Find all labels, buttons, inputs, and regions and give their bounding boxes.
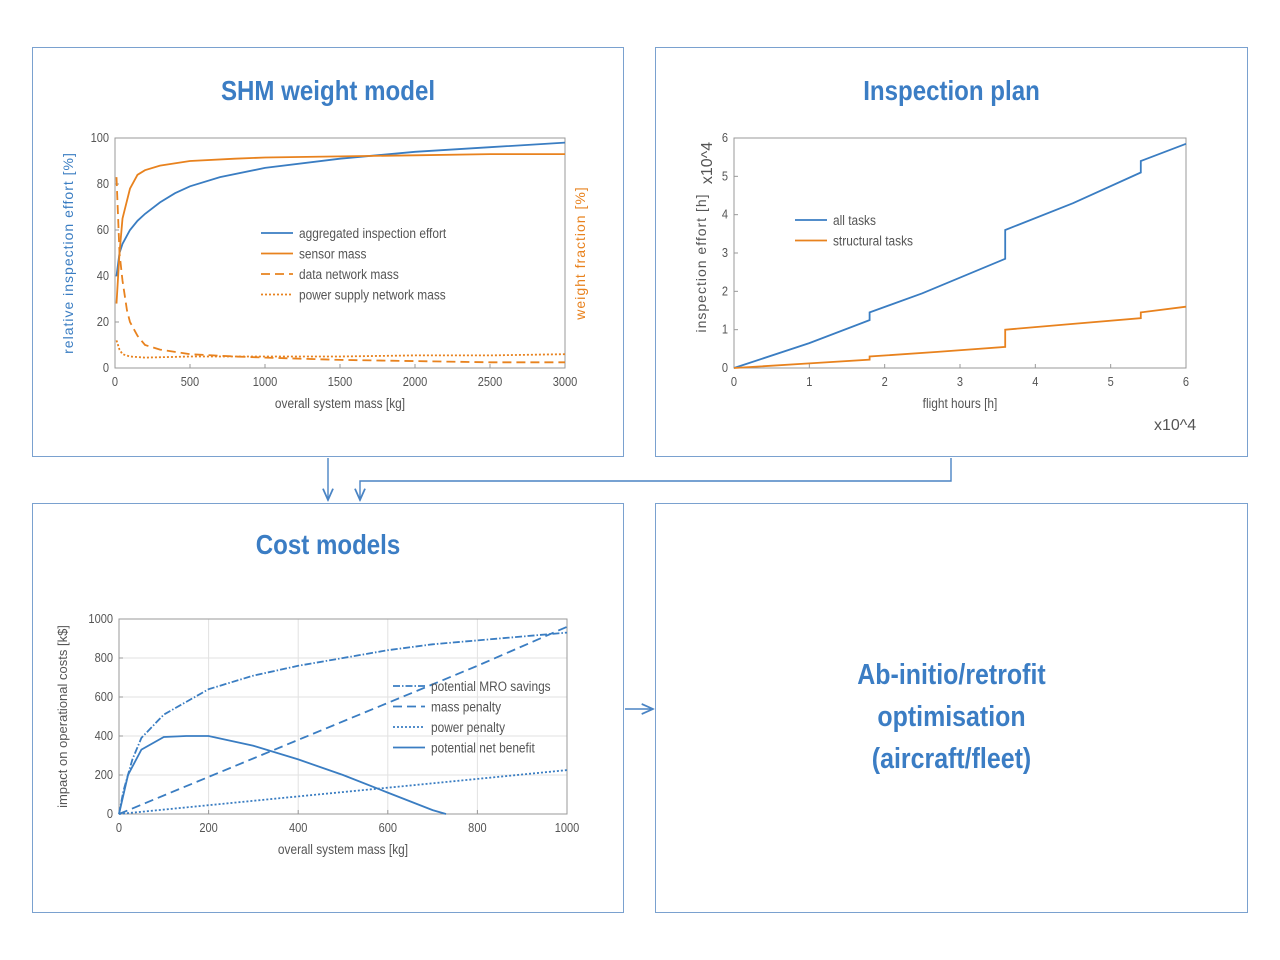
legend-label: sensor mass: [299, 246, 367, 262]
x-tick-label: 400: [289, 820, 308, 835]
series-line-0: [118, 631, 568, 815]
series-line-2: [115, 177, 565, 364]
x-tick-label: 3: [957, 374, 963, 389]
series-line-3: [115, 340, 566, 359]
legend-label: potential net benefit: [431, 740, 535, 756]
arrow-inspection-to-cost: [360, 458, 952, 500]
x-tick-label: 3000: [553, 374, 578, 389]
inspection-plan-title: Inspection plan: [863, 75, 1040, 106]
x-tick-label: 0: [116, 820, 122, 835]
y-tick-label: 1000: [88, 611, 113, 626]
y-axis-label: relative inspection effort [%]: [60, 152, 76, 354]
optimisation-line-3: (aircraft/fleet): [871, 743, 1032, 775]
x-multiplier: x10^4: [1154, 417, 1196, 434]
plot-frame: [733, 137, 1187, 369]
x-tick-label: 1000: [555, 820, 580, 835]
y-tick-label: 0: [722, 360, 728, 375]
x-tick-label: 2000: [403, 374, 428, 389]
y-tick-label: 60: [97, 222, 110, 237]
inspection-plan-panel: Inspection plan 0 1 2 3 4 5 6 0 1 2 3 4 5 6 all tasks s…: [655, 47, 1248, 457]
optimisation-line-1: Ab-initio/retrofit: [857, 659, 1046, 691]
series-line-1: [733, 305, 1187, 369]
series-line-0: [115, 141, 566, 277]
series-line-3: [118, 735, 447, 815]
legend-label: data network mass: [299, 266, 399, 282]
optimisation-line-2: optimisation: [877, 701, 1026, 733]
optimisation-text: Ab-initio/retrofit optimisation (aircraf…: [697, 654, 1205, 780]
x-tick-label: 1500: [328, 374, 353, 389]
x-tick-label: 600: [379, 820, 398, 835]
x-tick-label: 2500: [478, 374, 503, 389]
y-axis-label: impact on operational costs [k$]: [55, 625, 70, 808]
legend-label: all tasks: [833, 212, 876, 228]
x-tick-label: 1000: [253, 374, 278, 389]
y-tick-label: 20: [97, 314, 110, 329]
optimisation-panel: Ab-initio/retrofit optimisation (aircraf…: [655, 503, 1248, 913]
legend-label: structural tasks: [833, 233, 913, 249]
x-tick-label: 5: [1108, 374, 1114, 389]
series-line-1: [115, 153, 565, 304]
x-axis-label: flight hours [h]: [923, 395, 998, 411]
y-tick-label: 200: [95, 767, 114, 782]
y-axis-label: inspection effort [h]: [693, 193, 709, 332]
x-tick-label: 800: [468, 820, 487, 835]
cost-models-title: Cost models: [255, 529, 401, 560]
legend-label: aggregated inspection effort: [299, 225, 447, 241]
y-tick-label: 3: [722, 245, 728, 260]
legend-label: mass penalty: [431, 699, 502, 715]
x-axis-label: overall system mass [kg]: [275, 395, 405, 411]
cost-models-panel: Cost models 0 200 400 600 800 1000 0 200 400 600 8…: [32, 503, 624, 913]
plot-frame: [118, 618, 568, 815]
x-tick-label: 4: [1032, 374, 1038, 389]
series-line-2: [118, 769, 568, 815]
y-tick-label: 2: [722, 283, 728, 298]
x-tick-label: 1: [806, 374, 812, 389]
y-tick-label: 1: [722, 322, 728, 337]
legend-label: potential MRO savings: [431, 678, 551, 694]
y-tick-label: 0: [107, 806, 113, 821]
y-tick-label: 40: [97, 268, 110, 283]
x-tick-label: 2: [882, 374, 888, 389]
y-tick-label: 5: [722, 168, 728, 183]
x-tick-label: 6: [1183, 374, 1189, 389]
shm-weight-model-title: SHM weight model: [220, 75, 436, 106]
cost-models-chart: 0 200 400 600 800 1000 0 200 400 600 800 1000 potent…: [55, 611, 580, 857]
x-tick-label: 0: [731, 374, 737, 389]
series-line-0: [733, 142, 1187, 369]
x-tick-label: 0: [112, 374, 118, 389]
inspection-plan-chart: 0 1 2 3 4 5 6 0 1 2 3 4 5 6 all tasks structural tasks f…: [693, 130, 1196, 434]
x-tick-label: 200: [199, 820, 218, 835]
y-tick-label: 80: [97, 176, 110, 191]
y-tick-label: 4: [722, 207, 728, 222]
y-tick-label: 800: [95, 650, 114, 665]
y-axis-label-right: weight fraction [%]: [572, 186, 588, 320]
y-multiplier: x10^4: [699, 142, 716, 184]
legend-label: power penalty: [431, 719, 506, 735]
series-line-1: [118, 625, 568, 815]
shm-weight-chart: 0 500 1000 1500 2000 2500 3000 0 20 40 60 80 100 aggr…: [60, 130, 588, 411]
shm-weight-model-panel: SHM weight model 0 500 1000 1500 2000 2500 300…: [32, 47, 624, 457]
legend-label: power supply network mass: [299, 287, 446, 303]
y-tick-label: 0: [103, 360, 109, 375]
x-tick-label: 500: [181, 374, 200, 389]
y-tick-label: 6: [722, 130, 728, 145]
x-axis-label: overall system mass [kg]: [278, 841, 408, 857]
y-tick-label: 100: [91, 130, 110, 145]
y-tick-label: 600: [95, 689, 114, 704]
y-tick-label: 400: [95, 728, 114, 743]
